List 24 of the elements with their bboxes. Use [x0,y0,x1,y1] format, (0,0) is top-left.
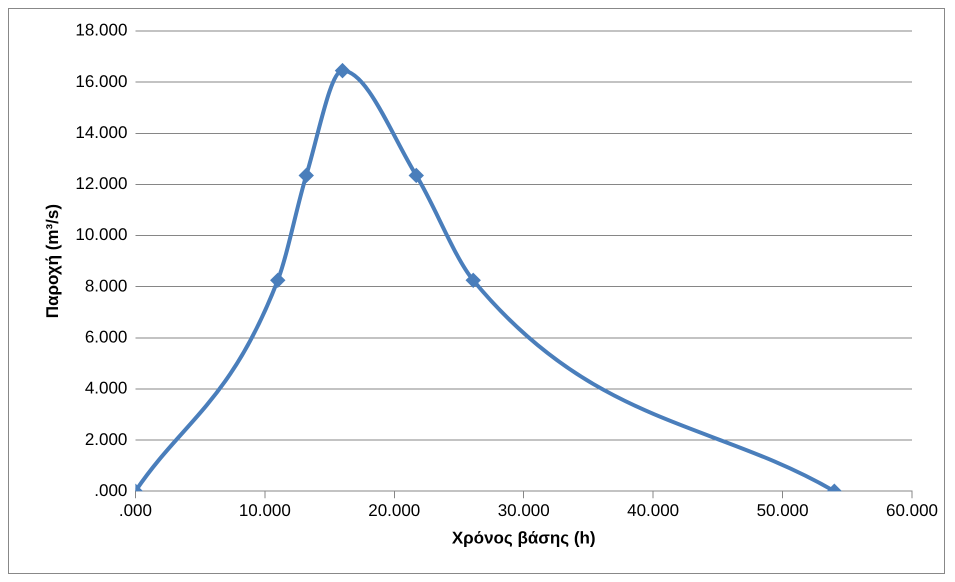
y-tick-label: 16.000 [75,72,128,91]
x-tick-label: 30.000 [498,501,550,520]
x-tick-label: 10.000 [238,501,291,520]
y-tick-label: 18.000 [75,20,128,40]
point [466,272,481,288]
point [334,63,350,78]
x-tick-label: 20.000 [368,501,420,520]
y-tick-label: .000 [94,480,128,500]
y-tick-label: 14.000 [75,122,128,142]
y-tick-label: 6.000 [84,327,128,346]
point [408,168,424,183]
y-tick-label: 4.000 [84,378,128,398]
x-tick-label: 60.000 [886,501,938,520]
x-tick-label: 50.000 [756,501,809,520]
x-tick-label: 40.000 [627,501,680,520]
y-axis-title: Παροχή (m³/s) [42,204,62,318]
x-tick-label: .000 [118,501,152,520]
y-tick-label: 12.000 [75,174,128,194]
y-tick-label: 2.000 [84,430,128,449]
point [270,272,286,288]
y-tick-label: 10.000 [75,225,128,244]
y-tick-label: 8.000 [84,276,128,296]
x-axis-title: Χρόνος βάσης (h) [452,528,596,548]
point [298,168,314,183]
